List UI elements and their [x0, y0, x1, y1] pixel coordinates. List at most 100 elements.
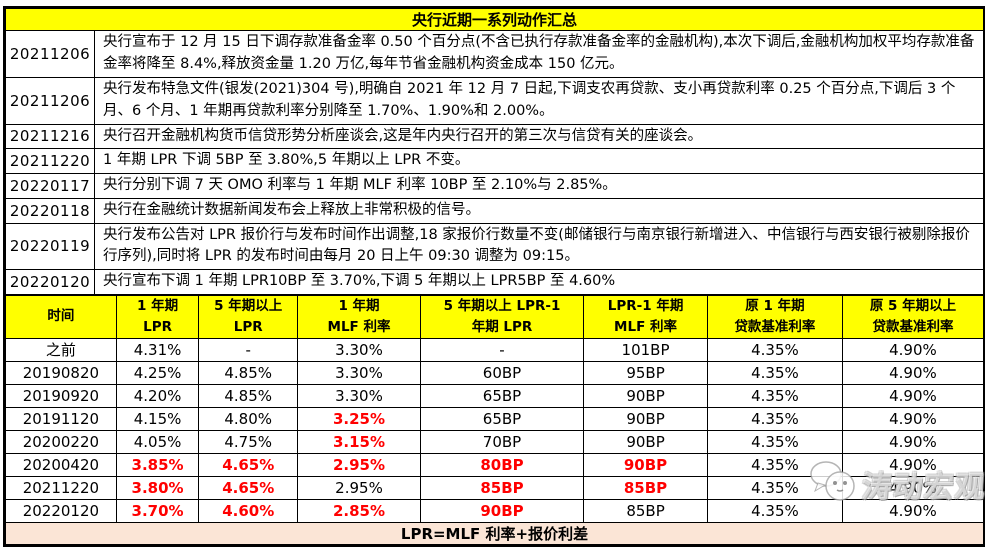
table-row: 20200220 4.05% 4.75% 3.15% 70BP 90BP 4.3… — [5, 429, 985, 454]
table-cell: 4.90% — [841, 360, 985, 385]
table-row: 20211216 央行召开金融机构货币信贷形势分析座谈会,这是年内央行召开的第三… — [5, 123, 984, 150]
table-row: 20220117 央行分别下调 7 天 OMO 利率与 1 年期 MLF 利率 … — [5, 173, 984, 199]
table-cell: - — [198, 337, 299, 362]
table-cell: 90BP — [583, 429, 708, 454]
table-cell-highlighted: 85BP — [419, 475, 585, 500]
action-date: 20220119 — [5, 222, 95, 270]
action-desc: 1 年期 LPR 下调 5BP 至 3.80%,5 年期以上 LPR 不变。 — [94, 148, 984, 174]
table-cell: 4.35% — [706, 452, 843, 477]
table-header-row: 时间 1 年期 LPR 5 年期以上 LPR 1 年期 MLF 利率 5 年期以… — [5, 294, 985, 339]
table-cell: 101BP — [583, 337, 708, 362]
table-row: 20220120 央行宣布下调 1 年期 LPR10BP 至 3.70%,下调 … — [5, 269, 984, 295]
table-cell: 4.80% — [198, 406, 299, 431]
rates-table: 时间 1 年期 LPR 5 年期以上 LPR 1 年期 MLF 利率 5 年期以… — [5, 294, 985, 545]
table-cell: - — [419, 337, 585, 362]
table-cell: 之前 — [5, 337, 117, 362]
table-cell: 70BP — [419, 429, 585, 454]
summary-sheet: 央行近期一系列动作汇总 20211206 央行宣布于 12 月 15 日下调存款… — [3, 6, 985, 547]
table-cell-highlighted: 90BP — [583, 452, 708, 477]
column-header: LPR-1 年期 MLF 利率 — [583, 294, 708, 339]
table-cell-highlighted: 2.85% — [297, 498, 421, 523]
column-header: 1 年期 MLF 利率 — [297, 294, 421, 339]
table-row: 20220118 央行在金融统计数据新闻发布会上释放上非常积极的信号。 — [5, 197, 984, 224]
formula-note: LPR=MLF 利率+报价利差 — [5, 521, 984, 545]
table-cell-highlighted: 3.85% — [115, 452, 200, 477]
table-cell: 65BP — [419, 383, 585, 408]
table-row: 20211220 3.80% 4.65% 2.95% 85BP 85BP 4.3… — [5, 475, 985, 500]
table-cell: 4.31% — [115, 337, 200, 362]
table-cell-highlighted: 4.60% — [198, 498, 299, 523]
table-cell: 3.30% — [297, 337, 421, 362]
actions-table: 央行近期一系列动作汇总 20211206 央行宣布于 12 月 15 日下调存款… — [5, 8, 984, 295]
table-cell: 4.35% — [706, 498, 843, 523]
table-row: 之前 4.31% - 3.30% - 101BP 4.35% 4.90% — [5, 337, 985, 362]
table-row: 20190820 4.25% 4.85% 3.30% 60BP 95BP 4.3… — [5, 360, 985, 385]
table-row: 央行近期一系列动作汇总 — [5, 8, 984, 31]
table-cell: 65BP — [419, 406, 585, 431]
table-cell: 20220120 — [5, 498, 117, 523]
table-row: 20220120 3.70% 4.60% 2.85% 90BP 85BP 4.3… — [5, 498, 985, 523]
table-cell: 4.90% — [841, 406, 985, 431]
table-row: 20211206 央行宣布于 12 月 15 日下调存款准备金率 0.50 个百… — [5, 30, 984, 78]
column-header: 原 1 年期 贷款基准利率 — [706, 294, 843, 339]
action-date: 20220117 — [5, 173, 95, 199]
table-cell: 4.90% — [841, 429, 985, 454]
table-cell: 20211220 — [5, 475, 117, 500]
action-desc: 央行分别下调 7 天 OMO 利率与 1 年期 MLF 利率 10BP 至 2.… — [94, 173, 984, 199]
table-cell: 4.90% — [841, 498, 985, 523]
table-cell-highlighted: 2.95% — [297, 452, 421, 477]
table-cell: 90BP — [583, 383, 708, 408]
table-cell: 3.30% — [297, 360, 421, 385]
table-cell: 60BP — [419, 360, 585, 385]
table-cell: 4.90% — [841, 383, 985, 408]
table-cell: 4.75% — [198, 429, 299, 454]
table-cell: 4.20% — [115, 383, 200, 408]
table-cell: 4.90% — [841, 337, 985, 362]
table-cell-highlighted: 3.70% — [115, 498, 200, 523]
table-cell: 90BP — [583, 406, 708, 431]
table-cell: 4.35% — [706, 360, 843, 385]
page-title: 央行近期一系列动作汇总 — [5, 8, 984, 31]
column-header: 5 年期以上 LPR — [198, 294, 299, 339]
table-cell: 4.35% — [706, 337, 843, 362]
action-date: 20211206 — [5, 30, 95, 78]
table-row: 20191120 4.15% 4.80% 3.25% 65BP 90BP 4.3… — [5, 406, 985, 431]
action-desc: 央行召开金融机构货币信贷形势分析座谈会,这是年内央行召开的第三次与信贷有关的座谈… — [94, 123, 984, 150]
action-desc: 央行发布特急文件(银发(2021)304 号),明确自 2021 年 12 月 … — [94, 77, 984, 125]
table-cell: 95BP — [583, 360, 708, 385]
table-cell: 20190820 — [5, 360, 117, 385]
action-date: 20211206 — [5, 77, 95, 125]
column-header: 时间 — [5, 294, 117, 339]
table-cell: 4.35% — [706, 429, 843, 454]
table-cell-highlighted: 4.65% — [198, 452, 299, 477]
table-cell: 85BP — [583, 498, 708, 523]
table-cell: 4.25% — [115, 360, 200, 385]
table-cell: 4.35% — [706, 475, 843, 500]
action-date: 20211216 — [5, 123, 95, 150]
action-date: 20220120 — [5, 269, 95, 295]
table-cell: 20200220 — [5, 429, 117, 454]
table-row: 20211206 央行发布特急文件(银发(2021)304 号),明确自 202… — [5, 77, 984, 125]
column-header: 原 5 年期以上 贷款基准利率 — [841, 294, 985, 339]
table-cell: 4.90% — [841, 475, 985, 500]
table-cell-highlighted: 80BP — [419, 452, 585, 477]
table-cell: 4.35% — [706, 406, 843, 431]
table-cell: 4.05% — [115, 429, 200, 454]
table-cell: 3.30% — [297, 383, 421, 408]
table-cell-highlighted: 3.15% — [297, 429, 421, 454]
table-cell-highlighted: 4.65% — [198, 475, 299, 500]
action-date: 20220118 — [5, 197, 95, 224]
action-desc: 央行发布公告对 LPR 报价行与发布时间作出调整,18 家报价行数量不变(邮储银… — [94, 222, 984, 270]
column-header: 5 年期以上 LPR-1 年期 LPR — [419, 294, 585, 339]
table-cell: 4.15% — [115, 406, 200, 431]
table-row: 20200420 3.85% 4.65% 2.95% 80BP 90BP 4.3… — [5, 452, 985, 477]
table-cell: 4.90% — [841, 452, 985, 477]
table-cell: 20200420 — [5, 452, 117, 477]
column-header: 1 年期 LPR — [115, 294, 200, 339]
table-cell-highlighted: 3.25% — [297, 406, 421, 431]
action-desc: 央行宣布于 12 月 15 日下调存款准备金率 0.50 个百分点(不含已执行存… — [94, 30, 984, 78]
table-cell: 4.85% — [198, 383, 299, 408]
table-cell: 4.35% — [706, 383, 843, 408]
action-date: 20211220 — [5, 148, 95, 174]
table-cell: 20191120 — [5, 406, 117, 431]
